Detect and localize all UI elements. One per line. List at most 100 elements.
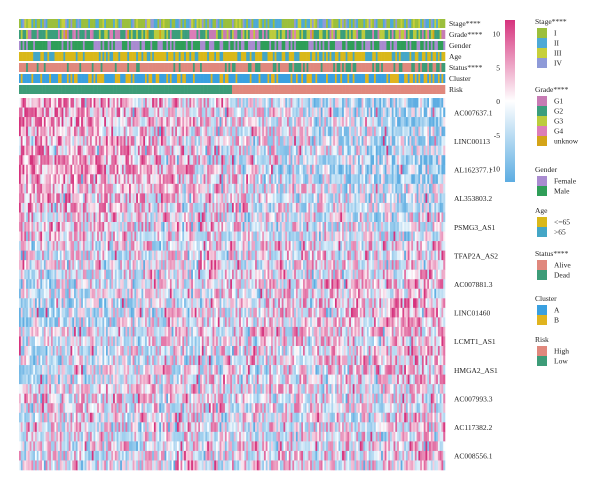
track-cell	[118, 30, 121, 39]
track-cell	[427, 52, 430, 61]
track-cell	[155, 19, 158, 28]
heatmap-cell	[372, 126, 375, 137]
heatmap-cell	[398, 107, 401, 118]
heatmap-cell	[36, 212, 39, 223]
track-cell	[327, 63, 330, 72]
track-cell	[130, 85, 133, 94]
heatmap-cell	[247, 193, 251, 204]
heatmap-cell	[223, 193, 226, 204]
heatmap-cell	[88, 164, 91, 175]
track-cell	[210, 74, 213, 83]
heatmap-cell	[249, 98, 252, 108]
heatmap-cell	[68, 98, 71, 108]
heatmap-cell	[118, 117, 121, 127]
track-cell	[343, 30, 346, 39]
heatmap-cell	[333, 155, 336, 166]
track-cell	[65, 63, 68, 72]
heatmap-cell	[113, 164, 116, 175]
track-cell	[97, 85, 100, 94]
track-cell	[290, 63, 293, 72]
track-cell	[439, 74, 442, 83]
track-cell	[42, 63, 45, 72]
heatmap-cell	[207, 164, 210, 175]
heatmap-cell	[267, 98, 270, 108]
heatmap-cell	[381, 145, 384, 156]
heatmap-cell	[63, 183, 66, 194]
track-cell	[274, 63, 277, 72]
heatmap-cell	[283, 193, 286, 204]
heatmap-cell	[287, 126, 290, 137]
track-cell	[26, 30, 29, 39]
heatmap-cell	[388, 164, 391, 175]
heatmap-cell	[427, 212, 430, 223]
heatmap-cell	[382, 193, 385, 204]
track-cell	[34, 30, 38, 39]
heatmap-cell	[72, 202, 75, 213]
heatmap-cell	[137, 126, 140, 137]
track-cell	[90, 74, 93, 83]
heatmap-cell	[113, 126, 116, 137]
track-cell	[52, 63, 55, 72]
track-cell	[393, 30, 396, 39]
heatmap-cell	[217, 145, 220, 156]
heatmap-cell	[82, 117, 85, 127]
heatmap-cell	[192, 202, 196, 213]
track-cell	[370, 41, 373, 50]
heatmap-cell	[65, 212, 68, 223]
track-cell	[247, 52, 251, 61]
heatmap-cell	[216, 212, 219, 223]
heatmap-cell	[324, 145, 327, 156]
track-cell	[194, 52, 197, 61]
track-cell	[120, 63, 123, 72]
track-cell	[192, 85, 196, 94]
track-cell	[136, 52, 139, 61]
heatmap-cell	[201, 212, 204, 223]
heatmap-cell	[26, 183, 29, 194]
heatmap-cell	[423, 98, 426, 108]
track-cell	[255, 19, 258, 28]
track-cell	[201, 63, 204, 72]
heatmap-cell	[322, 117, 325, 127]
heatmap-cell	[187, 117, 190, 127]
heatmap-cell	[304, 126, 307, 137]
heatmap-cell	[429, 202, 432, 213]
heatmap-cell	[29, 222, 32, 232]
heatmap-cell	[166, 164, 169, 175]
heatmap-cell	[72, 164, 75, 175]
track-cell	[320, 63, 323, 72]
heatmap-cell	[340, 145, 343, 156]
heatmap-cell	[166, 174, 169, 185]
heatmap-cell	[74, 126, 77, 137]
heatmap-cell	[22, 117, 25, 127]
track-cell	[395, 63, 398, 72]
heatmap-cell	[271, 155, 274, 166]
heatmap-cell	[148, 174, 151, 185]
track-cell	[279, 19, 282, 28]
heatmap-cell	[285, 164, 288, 175]
heatmap-cell	[230, 98, 233, 108]
track-cell	[155, 74, 158, 83]
heatmap-cell	[437, 145, 440, 156]
track-cell	[382, 85, 385, 94]
heatmap-cell	[20, 202, 23, 213]
track-cell	[278, 74, 281, 83]
track-cell	[150, 52, 153, 61]
heatmap-cell	[184, 202, 187, 213]
heatmap-cell	[363, 117, 366, 127]
track-cell	[331, 30, 334, 39]
heatmap-cell	[63, 193, 66, 204]
heatmap-cell	[121, 212, 125, 223]
track-cell	[395, 52, 398, 61]
heatmap-cell	[292, 107, 295, 118]
heatmap-cell	[49, 117, 52, 127]
heatmap-cell	[240, 193, 243, 204]
heatmap-cell	[420, 145, 423, 156]
heatmap-cell	[358, 107, 361, 118]
heatmap-cell	[244, 202, 247, 213]
heatmap-cell	[129, 212, 132, 223]
track-cell	[178, 41, 181, 50]
heatmap-cell	[228, 193, 231, 204]
heatmap-cell	[411, 174, 414, 185]
heatmap-cell	[235, 193, 238, 204]
heatmap-cell	[418, 117, 421, 127]
